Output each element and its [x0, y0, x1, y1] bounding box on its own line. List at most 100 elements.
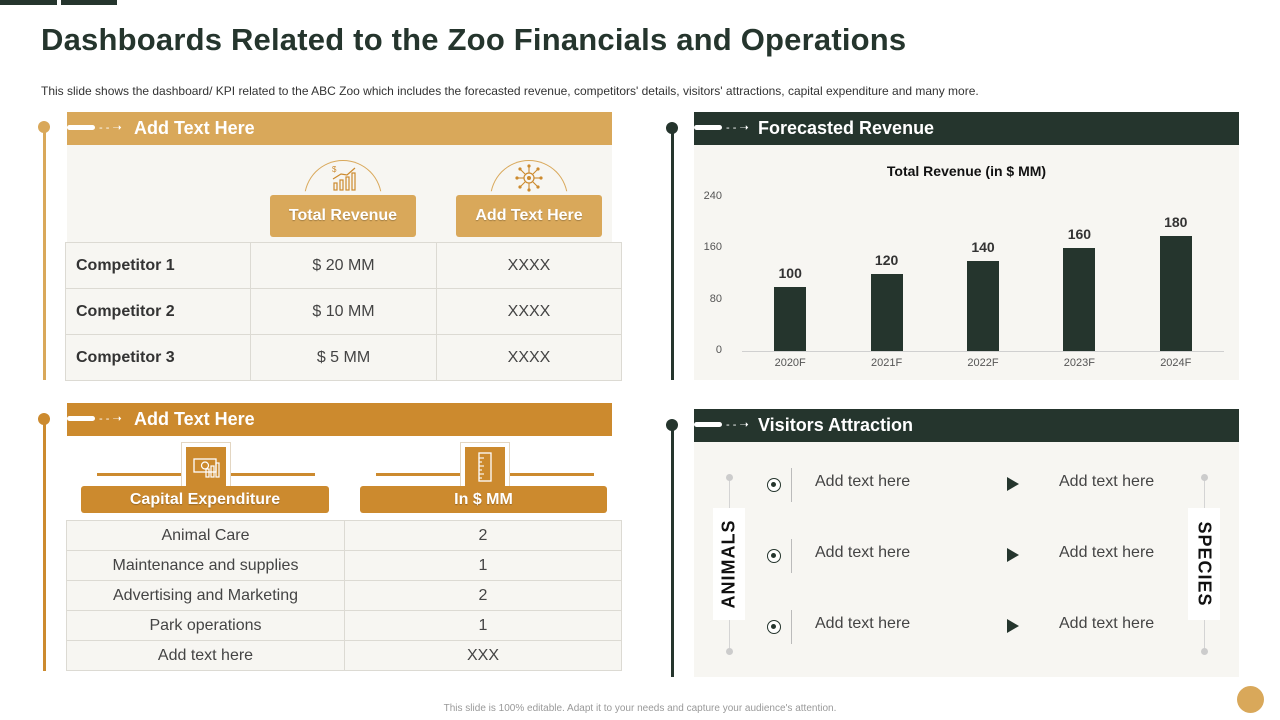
- competitor-revenue: $ 5 MM: [250, 334, 437, 381]
- chart-bar: [967, 261, 999, 351]
- in-mm-column-header: In $ MM: [360, 486, 607, 513]
- radio-button-icon[interactable]: [767, 478, 781, 492]
- add-text-column-header: Add Text Here: [456, 195, 602, 237]
- svg-text:$: $: [332, 165, 337, 174]
- revenue-chart: Total Revenue (in $ MM) 0 80 160 240 100 2020…: [694, 145, 1239, 380]
- panel4-timeline-dot: [666, 419, 678, 431]
- chart-bar: [1063, 248, 1096, 351]
- y-tick-label: 0: [715, 344, 722, 356]
- arrow-icon: - - ➝: [726, 419, 749, 431]
- competitor-name: Competitor 3: [65, 334, 251, 381]
- money-icon-box: [181, 442, 231, 492]
- panel1-timeline-dot: [38, 121, 50, 133]
- capex-value: 1: [344, 550, 622, 581]
- animal-text: Add text here: [815, 615, 911, 632]
- species-text: Add text here: [1059, 615, 1155, 632]
- capex-item: Animal Care: [66, 520, 345, 551]
- bar-value-label: 180: [1164, 213, 1188, 230]
- row-separator: [791, 468, 792, 502]
- revenue-growth-icon: $: [329, 163, 359, 198]
- panel3-timeline-dot: [666, 122, 678, 134]
- panel4-header-text: Visitors Attraction: [758, 415, 914, 435]
- competitor-revenue: $ 10 MM: [250, 288, 437, 335]
- panel1-header: - - ➝ Add Text Here: [67, 112, 612, 145]
- animal-text: Add text here: [815, 473, 911, 490]
- top-accent-bar-2: [61, 0, 117, 5]
- table-row: Competitor 3 $ 5 MM XXXX: [65, 334, 622, 381]
- radio-button-icon[interactable]: [767, 549, 781, 563]
- panel2-header: - - ➝ Add Text Here: [67, 403, 612, 436]
- capex-item: Advertising and Marketing: [66, 580, 345, 611]
- competitor-revenue: $ 20 MM: [250, 242, 437, 289]
- panel2-timeline-dot: [38, 413, 50, 425]
- track-dot: [726, 648, 733, 655]
- y-tick-label: 160: [703, 241, 722, 254]
- bar-value-label: 100: [778, 264, 802, 281]
- animals-label: ANIMALS: [718, 519, 739, 609]
- competitor-table: Competitor 1 $ 20 MM XXXX Competitor 2 $…: [65, 242, 622, 381]
- track-dot: [726, 474, 733, 481]
- bar-value-label: 160: [1067, 226, 1092, 243]
- panel3-header: - - ➝ Forecasted Revenue: [694, 112, 1239, 145]
- panel4-timeline-line: [671, 425, 674, 677]
- competitor-name: Competitor 2: [65, 288, 251, 335]
- money-icon: [186, 447, 226, 487]
- x-axis-line: [742, 351, 1224, 352]
- table-row: Animal Care 2: [66, 520, 622, 551]
- x-tick-label: 2021F: [870, 357, 903, 369]
- row-separator: [791, 539, 792, 573]
- species-label-box: SPECIES: [1188, 508, 1220, 620]
- animal-text: Add text here: [815, 544, 911, 561]
- track-dot: [1201, 648, 1208, 655]
- capex-value: 2: [344, 580, 622, 611]
- y-tick-label: 240: [703, 190, 722, 202]
- chart-title: Total Revenue (in $ MM): [886, 163, 1047, 179]
- capex-value: 2: [344, 520, 622, 551]
- top-accent-bar-1: [0, 0, 57, 5]
- chart-bar: [774, 286, 807, 351]
- capital-expenditure-column-header: Capital Expenditure: [81, 486, 329, 513]
- competitor-other: XXXX: [436, 288, 622, 335]
- chart-bar: [870, 274, 903, 351]
- bar-value-label: 140: [971, 239, 995, 256]
- footer-note: This slide is 100% editable. Adapt it to…: [443, 703, 837, 714]
- ruler-icon-box: [460, 442, 510, 492]
- table-row: Competitor 2 $ 10 MM XXXX: [65, 288, 622, 335]
- capex-item: Maintenance and supplies: [66, 550, 345, 581]
- visitors-attraction-area: ANIMALS SPECIES Add text here Add text h…: [694, 442, 1239, 677]
- network-icon: [514, 163, 544, 198]
- corner-decoration-circle: [1237, 686, 1264, 713]
- competitor-name: Competitor 1: [65, 242, 251, 289]
- panel3-header-text: Forecasted Revenue: [758, 118, 935, 138]
- play-triangle-icon: [1007, 548, 1019, 562]
- competitor-other: XXXX: [436, 334, 622, 381]
- page-title: Dashboards Related to the Zoo Financials…: [41, 22, 907, 57]
- total-revenue-column-header: Total Revenue: [270, 195, 416, 237]
- play-triangle-icon: [1007, 619, 1019, 633]
- capex-item: Park operations: [66, 610, 345, 641]
- x-tick-label: 2024F: [1160, 357, 1192, 369]
- header-pill: [694, 125, 722, 130]
- track-dot: [1201, 474, 1208, 481]
- panel4-header: - - ➝ Visitors Attraction: [694, 409, 1239, 442]
- table-row: Maintenance and supplies 1: [66, 550, 622, 581]
- table-row: Advertising and Marketing 2: [66, 580, 622, 611]
- arrow-icon: - - ➝: [726, 122, 749, 134]
- page-subtitle: This slide shows the dashboard/ KPI rela…: [41, 84, 979, 98]
- header-pill: [67, 416, 95, 421]
- x-tick-label: 2022F: [967, 357, 999, 369]
- radio-button-icon[interactable]: [767, 620, 781, 634]
- x-tick-label: 2020F: [774, 357, 806, 369]
- ruler-icon: [465, 447, 505, 487]
- capex-table: Animal Care 2 Maintenance and supplies 1…: [66, 520, 622, 671]
- species-text: Add text here: [1059, 544, 1155, 561]
- capex-value: 1: [344, 610, 622, 641]
- chart-plot-area: 0 80 160 240 100 2020F 120 2021F 140 2022F 160 2023…: [694, 145, 1239, 380]
- panel2-header-text: Add Text Here: [134, 409, 255, 429]
- header-pill: [694, 422, 722, 427]
- species-text: Add text here: [1059, 473, 1155, 490]
- table-row: Park operations 1: [66, 610, 622, 641]
- play-triangle-icon: [1007, 477, 1019, 491]
- panel1-header-text: Add Text Here: [134, 118, 255, 138]
- animals-label-box: ANIMALS: [713, 508, 745, 620]
